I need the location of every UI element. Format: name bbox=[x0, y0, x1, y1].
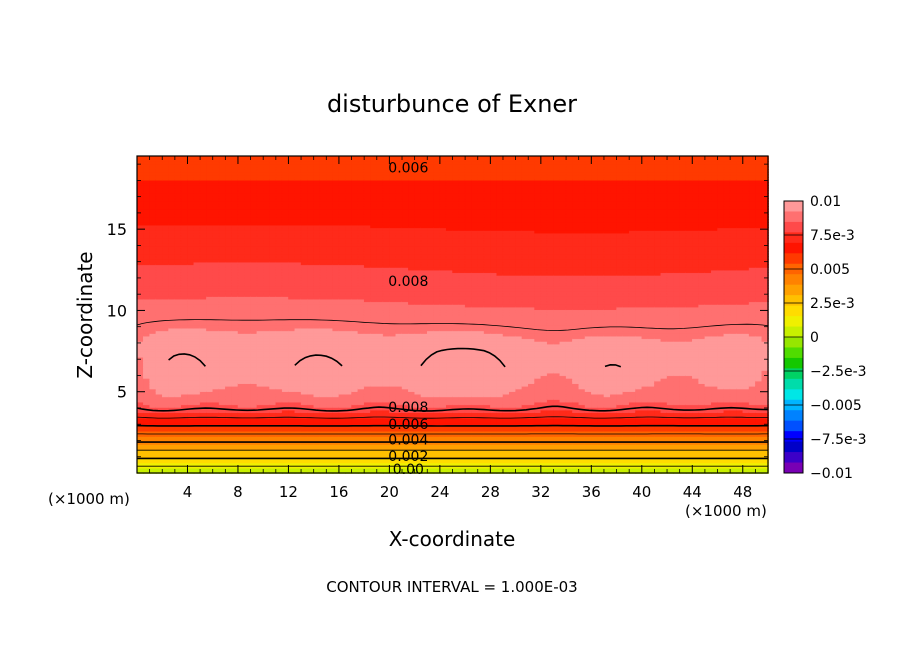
chart-title: disturbunce of Exner bbox=[327, 90, 577, 118]
contour-field bbox=[136, 155, 769, 474]
